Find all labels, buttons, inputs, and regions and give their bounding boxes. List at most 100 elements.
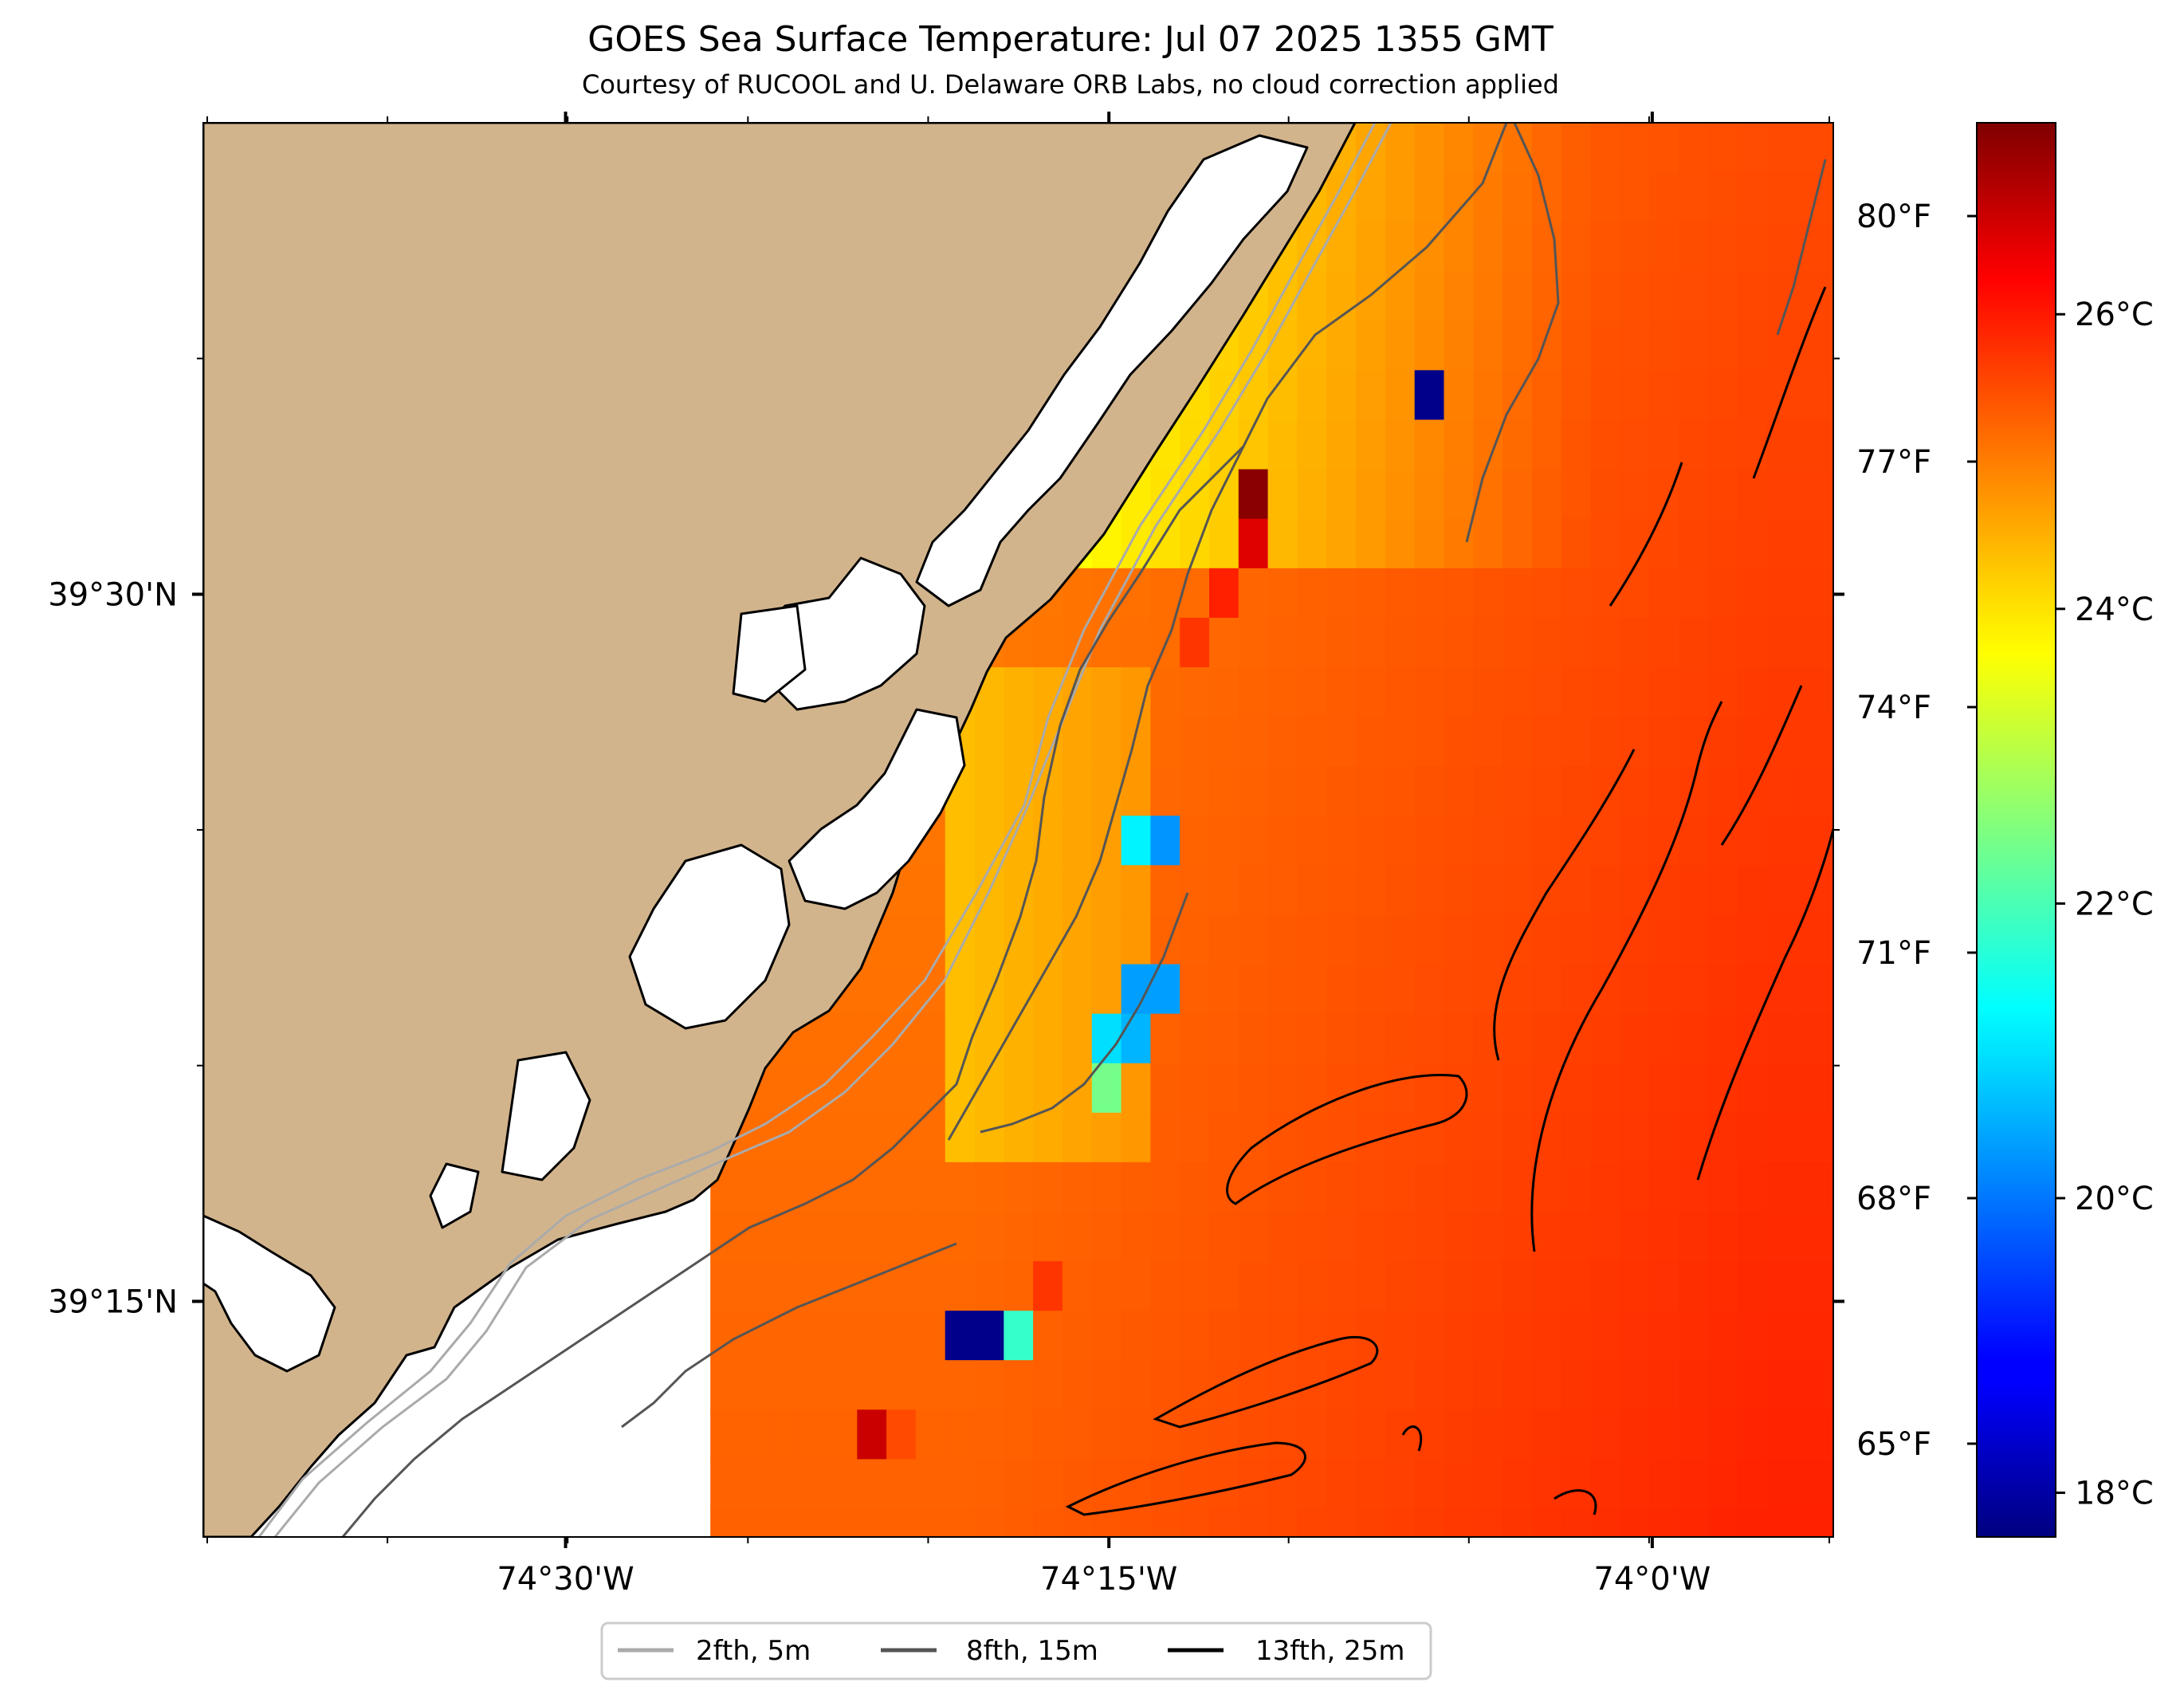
sst-cell [1326,816,1357,866]
sst-cell [1004,865,1034,915]
sst-cell [1707,667,1738,717]
sst-cell [945,1459,976,1510]
map-panel: 74°30'W 74°15'W 74°0'W 39°30'N 39°15'N [48,112,1884,1609]
sst-cell [1297,1161,1327,1213]
sst-cell [1855,271,1884,321]
sst-cell [1502,667,1533,717]
legend-label-13fth: 13fth, 25m [1255,1635,1405,1667]
sst-cell [1531,1409,1562,1460]
sst-cell [886,1063,917,1114]
sst-cell [1238,964,1269,1015]
sst-cell [1502,1212,1533,1262]
sst-cell [1766,1459,1797,1510]
sst-cell [1679,1508,1709,1537]
sst-cell [1062,1013,1093,1064]
sst-cell [1209,1459,1239,1510]
sst-cell [1561,1311,1592,1361]
sst-cell [915,1161,946,1213]
sst-cell [1561,1212,1592,1262]
sst-cell [1649,1409,1679,1460]
sst-cell [1825,617,1833,668]
sst-cell [1473,914,1503,965]
sst-cell [740,1459,770,1510]
sst-cell [1561,766,1592,816]
sst-cell [1385,1161,1416,1213]
sst-cell [1121,1360,1151,1410]
sst-cell [1209,1360,1239,1410]
sst-cell [1766,865,1797,915]
sst-cell [740,1161,770,1213]
sst-cell [799,1558,828,1609]
sst-cell [1707,1360,1738,1410]
sst-cell [1473,172,1503,222]
sst-cell [1473,1459,1503,1510]
sst-cell [1825,667,1833,717]
sst-cell [1414,1013,1445,1064]
sst-cell [1444,964,1474,1015]
fahrenheit-tick-label: 80°F [1856,198,1931,235]
sst-cell [1531,1063,1562,1114]
sst-cell [1502,717,1533,767]
sst-cell [1766,1409,1797,1460]
sst-cell [1444,865,1474,915]
sst-cell [827,1311,858,1361]
sst-cell [1297,271,1327,321]
sst-cell [1473,568,1503,619]
sst-cell [1590,271,1620,321]
sst-cell [1238,1409,1269,1460]
sst-cell [1267,717,1298,767]
sst-cell [1825,1212,1833,1262]
sst-cell [1444,617,1474,668]
sst-cell [1091,1212,1122,1262]
sst-cell [1326,1409,1357,1460]
sst-cell [1209,1112,1239,1163]
sst-cell [945,816,976,866]
sst-cell [1356,1261,1386,1311]
sst-cell [1238,1508,1269,1537]
sst-cell [1297,518,1327,569]
sst-cell [886,1161,917,1213]
sst-cell [1356,1558,1385,1609]
sst-cell [1679,568,1709,619]
sst-cell [1004,667,1034,717]
depth-contour-13fth [1065,286,1833,1516]
sst-cell [1356,667,1386,717]
back-bays [203,134,1309,1373]
sst-cell [1561,123,1592,173]
sst-cell [1209,667,1239,717]
sst-cell [974,1212,1004,1262]
sst-cell [1267,1409,1298,1460]
sst-cell [740,1212,770,1262]
sst-cell [1620,568,1650,619]
sst-cell [1796,568,1826,619]
sst-cell [915,1360,946,1410]
sst-cell [1444,568,1474,619]
sst-cell [1679,1063,1709,1114]
sst-cell [1473,1212,1503,1262]
sst-cell [1620,1112,1650,1163]
sst-cell [1737,1261,1767,1311]
sst-cell [886,1311,917,1361]
lat-tick-label: 39°15'N [48,1283,178,1320]
sst-cell [1737,914,1767,965]
sst-cell [1473,370,1503,421]
sst-cell [768,1508,799,1537]
sst-cell [886,1212,917,1262]
sst-cell [1707,865,1738,915]
sst-cell [1796,964,1826,1015]
sst-cell [1121,617,1151,668]
sst-cell [1209,865,1239,915]
sst-cell [1531,617,1562,668]
sst-cell [1796,1063,1826,1114]
sst-cell [1590,123,1620,173]
sst-cell [1033,1013,1063,1064]
sst-cell [1033,1161,1063,1213]
sst-cell [1297,1212,1327,1262]
sst-cell [1707,123,1738,173]
sst-cell [1531,667,1562,717]
sst-cell [1180,1261,1210,1311]
sst-cell [1209,766,1239,816]
sst-cell [1649,123,1679,173]
sst-cell [1707,1212,1738,1262]
sst-cell [1209,568,1239,619]
